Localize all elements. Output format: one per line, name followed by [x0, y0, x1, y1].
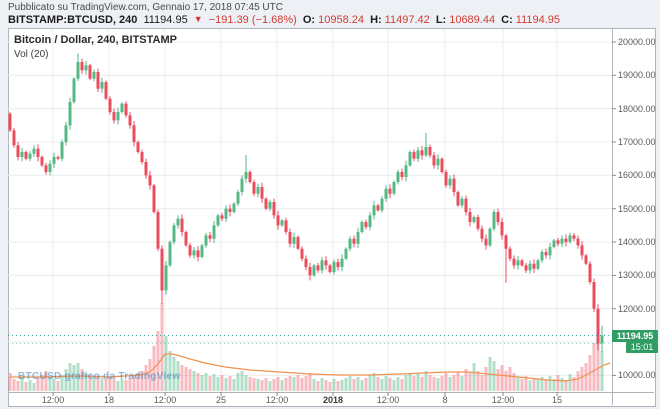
candle-countdown-badge: 15:01 — [626, 342, 658, 353]
open-label: O: — [302, 14, 316, 26]
price-axis-label: 12000.00 — [618, 303, 656, 314]
price-axis-separator — [612, 29, 613, 405]
time-axis-label: 12:00 — [265, 395, 289, 405]
price-axis-label: 13000.00 — [618, 270, 656, 281]
time-axis-area[interactable] — [8, 392, 612, 406]
price-axis-label: 18000.00 — [618, 103, 656, 114]
close-value: 11194.95 — [515, 14, 561, 26]
chart-plot-area[interactable] — [8, 28, 612, 392]
change-value: −191.39 (−1.68%) — [208, 14, 297, 26]
time-axis-label: 12:00 — [376, 395, 400, 405]
watermark: BTCUSD grafico da TradingView — [18, 371, 181, 382]
price-axis-label: 10000.00 — [618, 370, 656, 381]
low-label: L: — [435, 14, 447, 26]
current-price-badge: 11194.95 — [612, 330, 658, 342]
high-value: 11497.42 — [384, 14, 430, 26]
last-price: 11194.95 — [143, 14, 188, 26]
close-label: C: — [501, 14, 513, 26]
price-axis-label: 14000.00 — [618, 237, 656, 248]
time-axis-label: 8 — [442, 395, 448, 405]
time-axis-label: 12:00 — [491, 395, 515, 405]
price-axis-label: 19000.00 — [618, 70, 656, 81]
price-axis-label: 16000.00 — [618, 170, 656, 181]
volume-indicator-label[interactable]: Vol (20) — [14, 49, 49, 60]
time-axis-label: 25 — [215, 395, 226, 405]
chart-legend-title[interactable]: Bitcoin / Dollar, 240, BITSTAMP — [14, 34, 177, 46]
time-axis-label: 18 — [103, 395, 114, 405]
price-axis-label: 15000.00 — [618, 203, 656, 214]
price-axis-label: 20000.00 — [618, 37, 656, 47]
symbol-status-line: BITSTAMP:BTCUSD, 240 11194.95 ▼ −191.39 … — [8, 14, 563, 26]
price-axis-area[interactable] — [612, 28, 656, 392]
open-value: 10958.24 — [318, 14, 364, 26]
time-axis-label: 12:00 — [153, 395, 177, 405]
published-line: Pubblicato su TradingView.com, Gennaio 1… — [8, 2, 283, 13]
time-axis-separator — [9, 392, 654, 393]
low-value: 10689.44 — [449, 14, 496, 26]
time-axis-label: 15 — [551, 395, 562, 405]
price-axis-label: 17000.00 — [618, 137, 656, 148]
high-label: H: — [370, 14, 382, 26]
symbol-label: BITSTAMP:BTCUSD, 240 — [8, 14, 138, 26]
time-axis-label: 2018 — [322, 395, 344, 405]
down-triangle-icon: ▼ — [193, 14, 203, 24]
time-axis-label: 12:00 — [41, 395, 65, 405]
